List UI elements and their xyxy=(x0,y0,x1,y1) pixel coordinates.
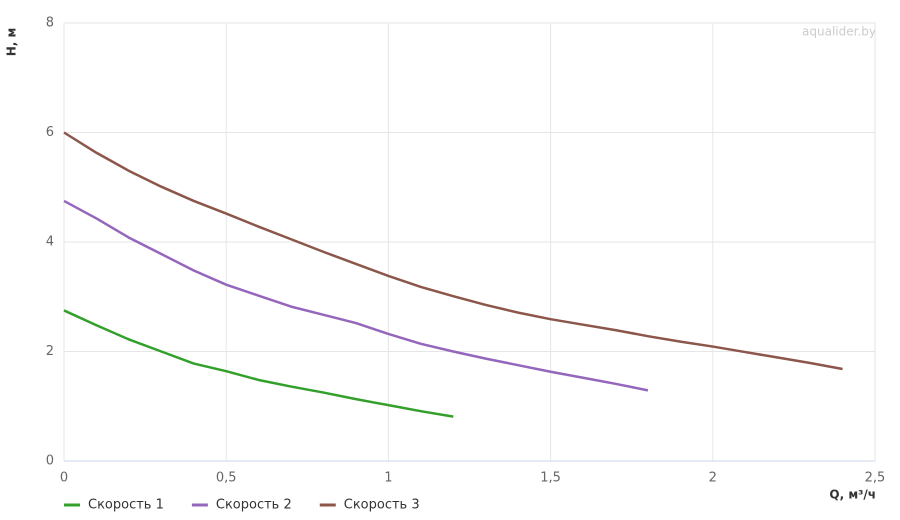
x-tick-label: 0 xyxy=(60,471,68,486)
series-line xyxy=(63,309,454,418)
x-tick-label: 2,5 xyxy=(865,471,886,486)
y-tick-label: 2 xyxy=(46,344,54,359)
x-axis-label: Q, м³/ч xyxy=(829,488,876,502)
x-tick-label: 1 xyxy=(384,471,392,486)
legend-label: Скорость 2 xyxy=(216,498,292,513)
y-tick-label: 6 xyxy=(46,125,54,140)
y-tick-label: 4 xyxy=(46,235,54,250)
y-tick-label: 0 xyxy=(46,454,54,469)
y-tick-label: 8 xyxy=(46,16,54,31)
x-tick-label: 2 xyxy=(709,471,717,486)
legend-label: Скорость 3 xyxy=(344,498,420,513)
series-line xyxy=(63,131,843,371)
x-tick-label: 0,5 xyxy=(216,471,237,486)
x-tick-label: 1,5 xyxy=(540,471,561,486)
legend-label: Скорость 1 xyxy=(88,498,164,513)
watermark: aqualider.by xyxy=(802,25,876,39)
series-line xyxy=(63,199,649,392)
y-axis-label: H, м xyxy=(5,28,19,57)
